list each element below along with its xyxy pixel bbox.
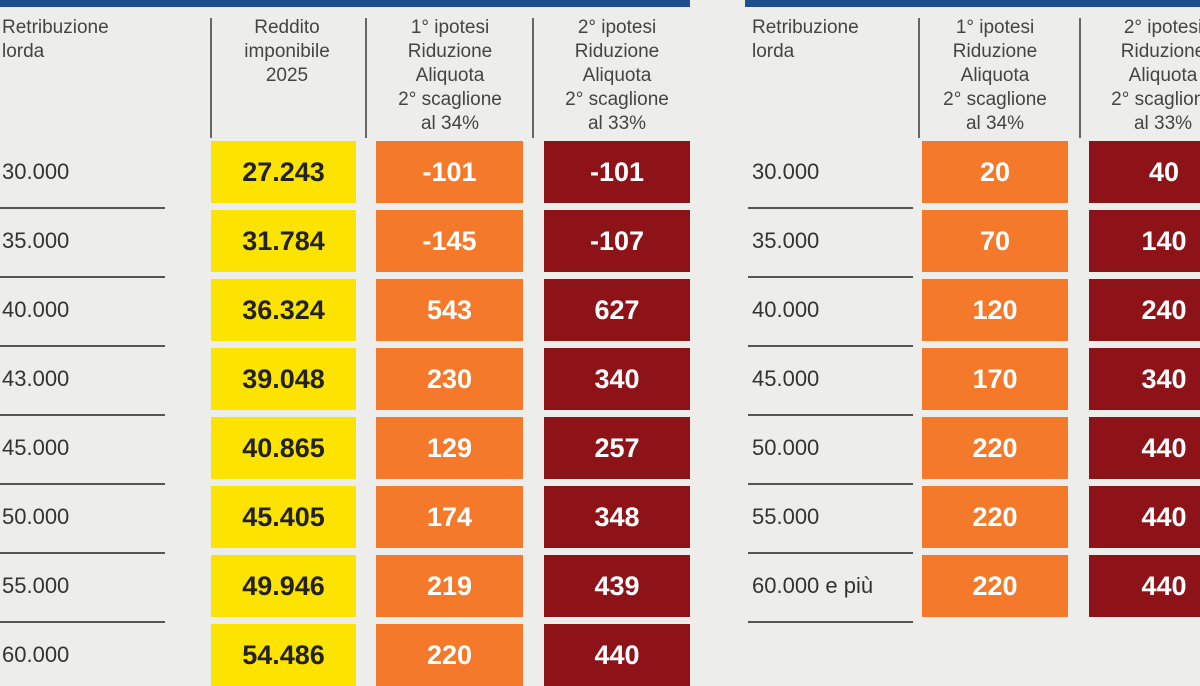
row-label: 40.000 [752, 297, 820, 322]
row-separator [748, 276, 913, 278]
hyp1-cell: 220 [376, 624, 523, 686]
header-hyp1-left: 1° ipotesi Riduzione Aliquota 2° scaglione a… [398, 17, 502, 134]
row-separator [748, 552, 913, 554]
row-label: 35.000 [2, 228, 70, 253]
header-bar-right [745, 0, 1200, 7]
row-separator [0, 207, 165, 209]
hyp2-cell: 439 [544, 555, 690, 617]
hyp2-cell: 340 [1089, 348, 1200, 410]
row-separator [0, 483, 165, 485]
hyp1-cell: 230 [376, 348, 523, 410]
divider [210, 18, 212, 138]
row-label: 50.000 [752, 435, 820, 460]
row-separator [0, 552, 165, 554]
hyp1-cell: 220 [922, 486, 1068, 548]
row-label: 60.000 [2, 642, 70, 667]
header-bar-left [0, 0, 690, 7]
row-label: 55.000 [752, 504, 820, 529]
hyp1-cell: 220 [922, 417, 1068, 479]
row-separator [0, 345, 165, 347]
taxable-cell: 39.048 [211, 348, 356, 410]
row-separator [748, 207, 913, 209]
taxable-cell: 54.486 [211, 624, 356, 686]
header-gross-right: Retribuzione lorda [752, 17, 859, 62]
divider [365, 18, 367, 138]
hyp1-cell: 170 [922, 348, 1068, 410]
hyp1-cell: 174 [376, 486, 523, 548]
header-hyp1-right: 1° ipotesi Riduzione Aliquota 2° scaglione a… [943, 17, 1047, 134]
hyp2-cell: 240 [1089, 279, 1200, 341]
header-hyp2-left: 2° ipotesi Riduzione Aliquota 2° scaglione a… [565, 17, 669, 134]
row-label: 55.000 [2, 573, 70, 598]
hyp2-cell: -107 [544, 210, 690, 272]
hyp1-cell: 70 [922, 210, 1068, 272]
hyp2-cell: 440 [544, 624, 690, 686]
hyp2-cell: 257 [544, 417, 690, 479]
row-label: 35.000 [752, 228, 820, 253]
taxable-cell: 49.946 [211, 555, 356, 617]
hyp1-cell: -145 [376, 210, 523, 272]
row-label: 43.000 [2, 366, 70, 391]
hyp1-cell: 120 [922, 279, 1068, 341]
row-label: 30.000 [752, 159, 820, 184]
row-separator [748, 621, 913, 623]
row-separator [748, 483, 913, 485]
row-separator [0, 276, 165, 278]
hyp2-cell: 627 [544, 279, 690, 341]
taxable-cell: 40.865 [211, 417, 356, 479]
row-separator [748, 345, 913, 347]
hyp1-cell: 219 [376, 555, 523, 617]
taxable-cell: 45.405 [211, 486, 356, 548]
hyp2-cell: 140 [1089, 210, 1200, 272]
divider [532, 18, 534, 138]
hyp1-cell: 20 [922, 141, 1068, 203]
hyp2-cell: 440 [1089, 486, 1200, 548]
row-label: 40.000 [2, 297, 70, 322]
hyp2-cell: 40 [1089, 141, 1200, 203]
row-label: 45.000 [752, 366, 820, 391]
header-taxable: Reddito imponibile 2025 [244, 17, 330, 86]
header-gross-left: Retribuzione lorda [2, 17, 109, 62]
row-label: 50.000 [2, 504, 70, 529]
divider [918, 18, 920, 138]
row-separator [748, 414, 913, 416]
hyp2-cell: 340 [544, 348, 690, 410]
row-label: 30.000 [2, 159, 70, 184]
taxable-cell: 31.784 [211, 210, 356, 272]
hyp2-cell: 440 [1089, 417, 1200, 479]
hyp1-cell: 543 [376, 279, 523, 341]
hyp1-cell: 129 [376, 417, 523, 479]
hyp1-cell: -101 [376, 141, 523, 203]
row-separator [0, 414, 165, 416]
row-label: 60.000 e più [752, 573, 874, 598]
hyp2-cell: 440 [1089, 555, 1200, 617]
hyp2-cell: 348 [544, 486, 690, 548]
row-separator [0, 621, 165, 623]
row-label: 45.000 [2, 435, 70, 460]
divider [1079, 18, 1081, 138]
taxable-cell: 36.324 [211, 279, 356, 341]
hyp2-cell: -101 [544, 141, 690, 203]
taxable-cell: 27.243 [211, 141, 356, 203]
hyp1-cell: 220 [922, 555, 1068, 617]
